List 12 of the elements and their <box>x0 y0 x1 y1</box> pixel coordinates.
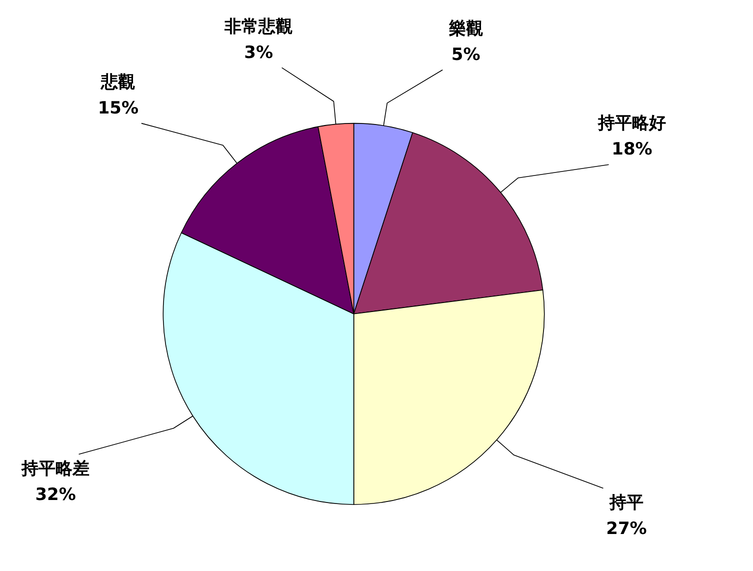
slice-label: 持平略差 <box>20 459 90 480</box>
slice-label: 持平略好 <box>596 114 666 134</box>
slice-label: 悲觀 <box>100 72 136 92</box>
data-label: 5% <box>451 44 480 65</box>
data-label: 3% <box>244 42 274 63</box>
data-label: 18% <box>612 140 652 160</box>
data-label: 15% <box>98 98 139 118</box>
data-label: 32% <box>35 485 76 506</box>
slice-label: 持平 <box>608 493 644 514</box>
slice-label: 非常悲觀 <box>224 16 293 37</box>
data-label: 27% <box>606 519 647 540</box>
slice-label: 樂觀 <box>448 18 483 39</box>
